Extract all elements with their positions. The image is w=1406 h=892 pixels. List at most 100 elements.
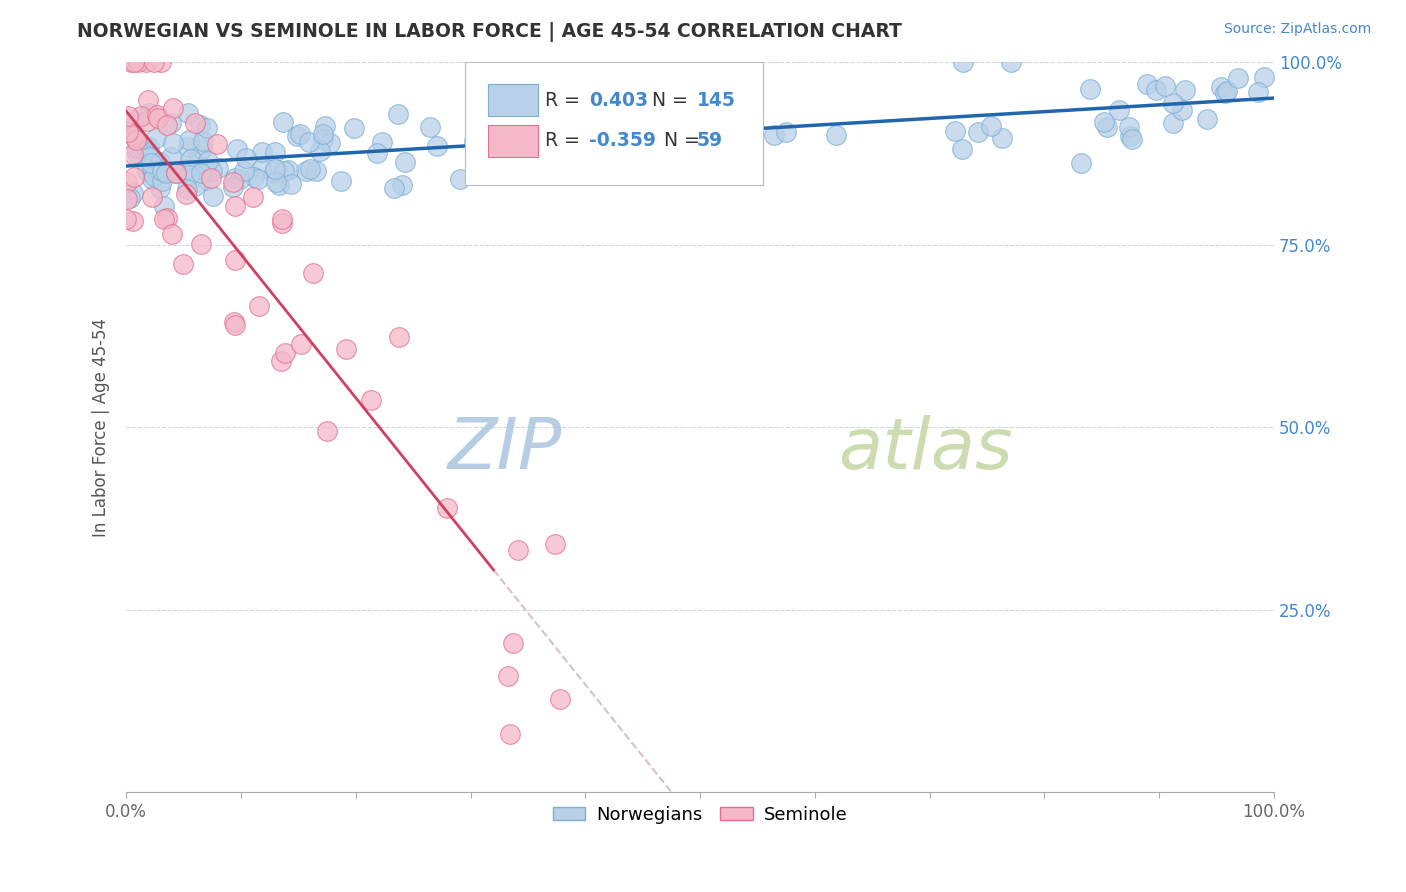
Point [319, 136, 342, 150]
Point [264, 175, 287, 189]
Point [271, 211, 294, 226]
Point [1174, 83, 1197, 97]
Point [197, 154, 219, 169]
Point [148, 181, 170, 195]
Text: R =: R = [546, 131, 586, 151]
Text: 145: 145 [696, 91, 735, 110]
Point [589, 120, 612, 134]
Point [250, 145, 273, 159]
Point [665, 135, 688, 149]
Point [298, 135, 321, 149]
Point [683, 85, 706, 99]
Point [135, 55, 157, 70]
Point [121, 128, 143, 142]
Point [714, 117, 737, 131]
Point [117, 109, 139, 123]
FancyBboxPatch shape [488, 125, 538, 157]
Point [222, 315, 245, 329]
Point [235, 152, 257, 166]
Point [115, 192, 138, 206]
Point [387, 107, 409, 121]
Point [125, 141, 148, 155]
Point [1136, 77, 1159, 91]
Point [274, 346, 297, 360]
Point [142, 55, 165, 70]
Point [224, 199, 246, 213]
Point [184, 179, 207, 194]
Point [201, 164, 224, 178]
Point [721, 114, 744, 128]
Point [1161, 95, 1184, 110]
Point [703, 117, 725, 131]
Point [160, 227, 183, 241]
Point [1119, 129, 1142, 144]
Text: -0.359: -0.359 [589, 131, 655, 151]
Point [496, 668, 519, 682]
Point [314, 119, 336, 133]
Legend: Norwegians, Seminole: Norwegians, Seminole [546, 798, 855, 830]
Point [176, 182, 198, 196]
Point [150, 174, 173, 188]
Point [122, 129, 145, 144]
Point [1226, 70, 1249, 85]
Point [952, 55, 974, 70]
Point [1213, 87, 1236, 101]
Point [269, 178, 291, 192]
Point [502, 636, 524, 650]
Point [280, 177, 302, 191]
Point [190, 166, 212, 180]
Point [388, 329, 411, 343]
Point [270, 216, 292, 230]
FancyBboxPatch shape [488, 84, 538, 116]
Point [264, 145, 287, 160]
Point [162, 136, 184, 150]
Point [301, 266, 323, 280]
Point [174, 162, 197, 177]
Point [176, 105, 198, 120]
Point [508, 123, 530, 137]
Point [141, 156, 163, 170]
Point [394, 155, 416, 169]
Point [207, 161, 229, 175]
Point [115, 211, 138, 226]
Point [1078, 81, 1101, 95]
Point [548, 691, 571, 706]
Point [273, 164, 295, 178]
Point [148, 154, 170, 169]
Point [775, 125, 797, 139]
Point [558, 103, 581, 117]
Point [121, 186, 143, 200]
Point [1092, 114, 1115, 128]
Point [176, 140, 198, 154]
Point [124, 55, 146, 70]
Point [124, 133, 146, 147]
Point [436, 501, 458, 516]
Point [156, 118, 179, 132]
Point [150, 55, 173, 70]
Point [135, 140, 157, 154]
Point [298, 161, 321, 176]
Point [506, 543, 529, 558]
Point [312, 127, 335, 141]
Point [138, 106, 160, 120]
Point [143, 169, 166, 183]
Point [191, 161, 214, 176]
Point [263, 164, 285, 178]
Point [242, 190, 264, 204]
Point [1118, 120, 1140, 135]
Point [295, 164, 318, 178]
FancyBboxPatch shape [465, 62, 763, 185]
Point [696, 144, 718, 158]
Point [150, 164, 173, 178]
Point [129, 109, 152, 123]
Point [474, 153, 496, 167]
Text: Source: ZipAtlas.com: Source: ZipAtlas.com [1223, 22, 1371, 37]
Point [224, 318, 246, 332]
Point [1247, 85, 1270, 99]
Point [136, 93, 159, 107]
Point [991, 131, 1014, 145]
Point [482, 142, 505, 156]
Point [190, 236, 212, 251]
Point [343, 121, 366, 136]
Text: atlas: atlas [838, 415, 1012, 483]
